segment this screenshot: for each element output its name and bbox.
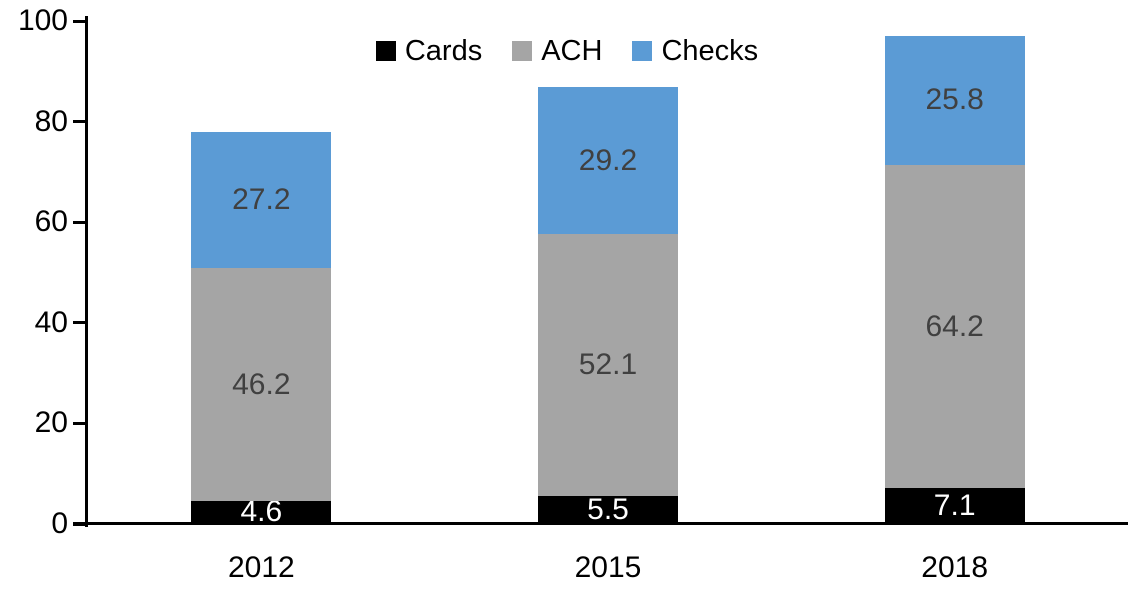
chart-legend: Cards ACH Checks	[0, 36, 1134, 66]
data-label-ach-2018: 64.2	[925, 309, 984, 343]
legend-item-ach: ACH	[512, 36, 602, 66]
data-label-cards-2015: 5.5	[587, 493, 629, 527]
y-axis-line	[85, 16, 88, 527]
y-tick-label: 100	[17, 4, 68, 37]
y-tick-label: 20	[34, 406, 68, 440]
legend-swatch-checks	[632, 41, 653, 61]
legend-swatch-ach	[512, 41, 533, 61]
data-label-cards-2018: 7.1	[933, 489, 976, 523]
x-category-label-2012: 2012	[227, 551, 295, 584]
data-label-ach-2012: 46.2	[232, 367, 291, 401]
legend-label-ach: ACH	[541, 35, 603, 67]
legend-item-cards: Cards	[375, 35, 483, 67]
x-axis-line	[73, 522, 1128, 525]
bar-segment-checks-2018: 25.8	[884, 35, 1025, 166]
data-label-checks-2015: 29.2	[578, 143, 638, 177]
data-label-cards-2012: 4.6	[240, 495, 283, 529]
y-tick-mark	[73, 120, 88, 124]
legend-label-checks: Checks	[661, 35, 759, 67]
x-category-label-2018: 2018	[921, 551, 989, 584]
bar-segment-cards-2018: 7.1	[884, 488, 1025, 524]
y-tick-mark	[73, 220, 88, 224]
bar-segment-cards-2015: 5.5	[538, 493, 678, 527]
y-tick-label: 40	[34, 305, 68, 339]
x-category-label-2015: 2015	[574, 551, 642, 584]
y-tick-label: 0	[51, 507, 68, 540]
y-tick-label: 80	[34, 104, 68, 138]
bar-segment-ach-2015: 52.1	[538, 234, 678, 497]
legend-swatch-cards	[375, 41, 396, 61]
y-tick-mark	[73, 19, 88, 23]
bar-segment-cards-2012: 4.6	[191, 497, 332, 527]
bar-segment-checks-2012: 27.2	[191, 131, 332, 269]
bar-segment-ach-2012: 46.2	[191, 268, 332, 501]
data-label-checks-2018: 25.8	[925, 83, 984, 117]
y-tick-mark	[73, 421, 88, 425]
bar-segment-checks-2015: 29.2	[538, 87, 678, 235]
legend-label-cards: Cards	[404, 35, 483, 67]
y-tick-mark	[73, 321, 88, 325]
y-tick-label: 60	[34, 205, 68, 239]
data-label-checks-2012: 27.2	[232, 183, 291, 217]
data-label-ach-2015: 52.1	[578, 348, 638, 382]
legend-item-checks: Checks	[632, 36, 758, 66]
bar-segment-ach-2018: 64.2	[884, 165, 1025, 489]
